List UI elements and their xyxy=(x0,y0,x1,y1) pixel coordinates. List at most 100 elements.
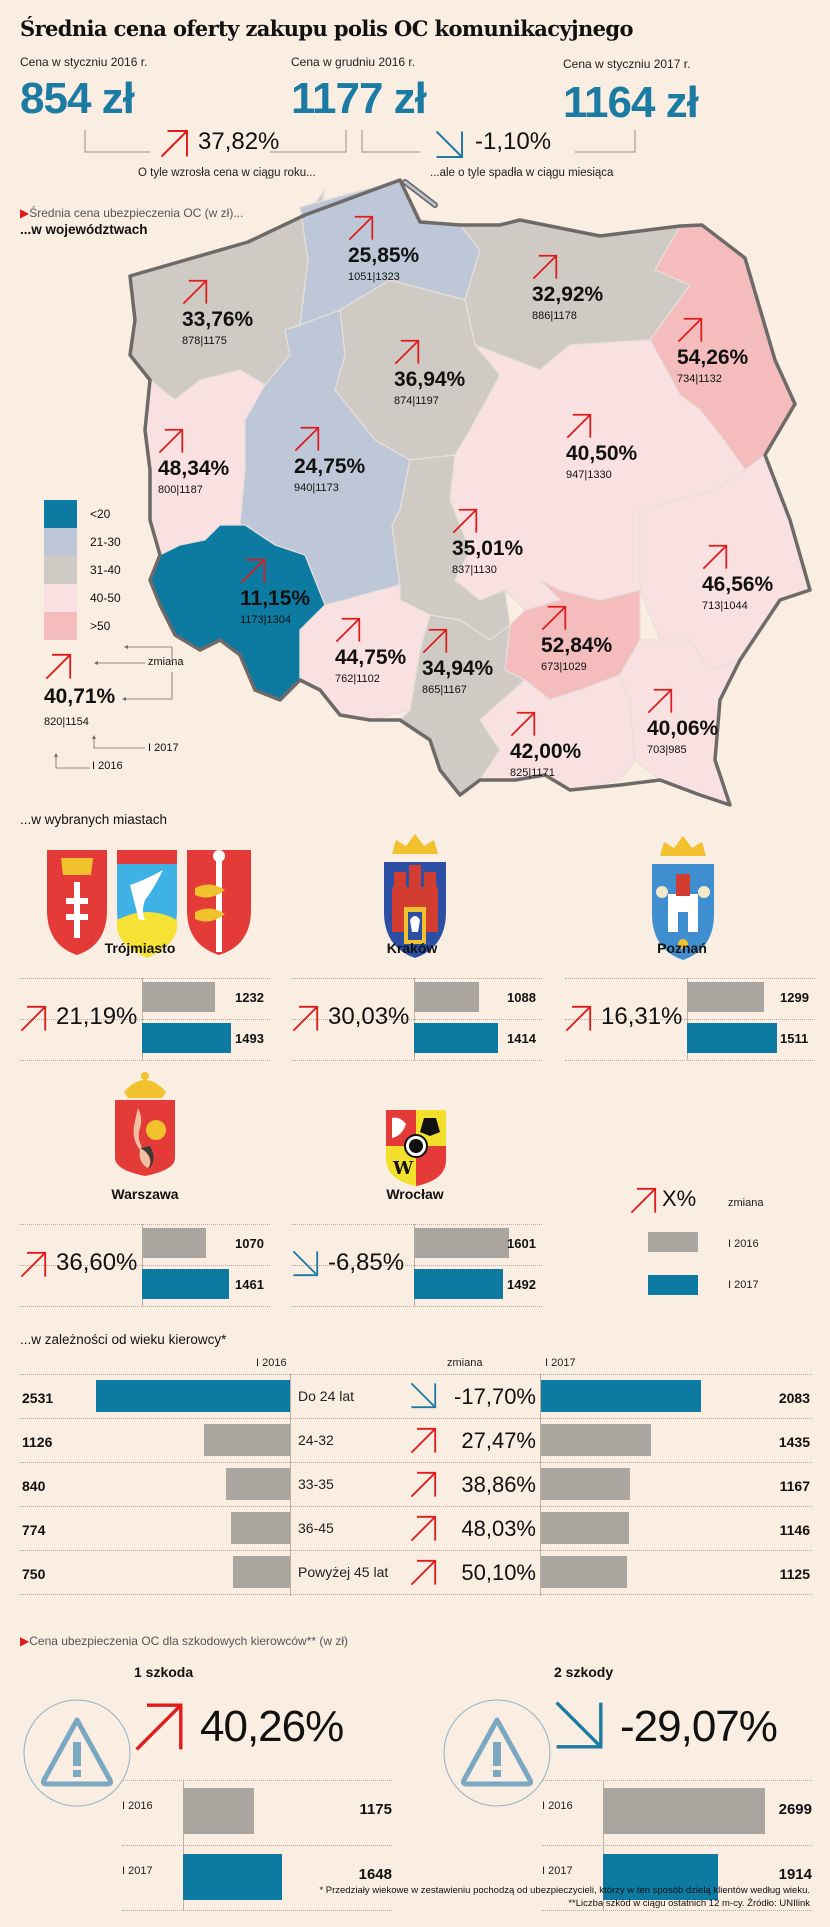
divider xyxy=(20,1265,270,1266)
map-subtitle-text: Średnia cena ubezpieczenia OC (w zł)... xyxy=(29,206,244,220)
bar-2016 xyxy=(183,1788,254,1834)
map-heading: ...w województwach xyxy=(20,222,148,237)
region-arrow-up-icon xyxy=(452,507,479,534)
age-bar-2016 xyxy=(231,1512,290,1544)
region-pct: 40,06% xyxy=(647,717,719,740)
region-values: 1051|1323 xyxy=(348,271,400,283)
arrow-up-icon xyxy=(410,1426,438,1454)
label-2017: I 2017 xyxy=(542,1865,573,1877)
value-2017: 1511 xyxy=(780,1031,809,1046)
region-values: 800|1187 xyxy=(158,484,203,496)
price-jan-2017: 1164 zł xyxy=(563,78,699,127)
explainer-pct: 40,71% xyxy=(44,685,116,708)
city-change-pct: 30,03% xyxy=(328,1003,410,1030)
divider xyxy=(292,1019,542,1020)
age-value-2017: 1125 xyxy=(779,1566,810,1582)
bar-2016 xyxy=(603,1788,765,1834)
value-2016: 2699 xyxy=(778,1801,812,1818)
region-values: 940|1173 xyxy=(294,482,339,494)
arrow-up-icon xyxy=(20,1004,48,1032)
legend-swatch xyxy=(44,528,77,556)
age-bar-2017 xyxy=(541,1380,701,1412)
bar-2016 xyxy=(414,1228,509,1258)
age-value-2016: 1126 xyxy=(22,1434,53,1450)
region-arrow-up-icon xyxy=(532,253,559,280)
region-pct: 54,26% xyxy=(677,346,749,369)
label-2016: I 2016 xyxy=(542,1800,573,1812)
region-values: 713|1044 xyxy=(702,600,748,612)
divider xyxy=(20,1418,812,1419)
divider xyxy=(20,1374,812,1375)
legend-label: <20 xyxy=(90,507,111,521)
region-values: 874|1197 xyxy=(394,395,439,407)
bar-2017 xyxy=(183,1854,282,1900)
arrow-up-icon xyxy=(20,1250,48,1278)
arrow-down-icon xyxy=(554,1700,606,1752)
city-name: Trójmiasto xyxy=(104,940,176,956)
city-change-pct: 16,31% xyxy=(601,1003,683,1030)
region-arrow-up-icon xyxy=(510,710,537,737)
age-group-label: 36-45 xyxy=(298,1520,334,1536)
city-change-pct: 21,19% xyxy=(56,1003,138,1030)
price-label-jan-2016: Cena w styczniu 2016 r. xyxy=(20,55,148,69)
age-value-2016: 2531 xyxy=(22,1390,54,1406)
region-pct: 40,50% xyxy=(566,442,638,465)
age-change-pct: -17,70% xyxy=(454,1384,536,1409)
region-values: 762|1102 xyxy=(335,673,380,685)
region-pct: 34,94% xyxy=(422,657,494,680)
price-dec-2016: 1177 zł xyxy=(291,74,427,123)
arrow-up-icon xyxy=(410,1470,438,1498)
age-change-pct: 48,03% xyxy=(461,1516,536,1541)
region-values: 865|1167 xyxy=(422,684,467,696)
bar-axis xyxy=(687,978,688,1060)
region-pct: 48,34% xyxy=(158,457,230,480)
arrow-down-icon xyxy=(410,1382,438,1410)
region-arrow-up-icon xyxy=(158,427,185,454)
damage-change-pct: 40,26% xyxy=(200,1702,344,1751)
legend-swatch xyxy=(44,612,77,640)
age-value-2017: 1146 xyxy=(779,1522,810,1538)
bar-axis xyxy=(142,978,143,1060)
arrow-down-icon xyxy=(292,1250,320,1278)
legend-label: >50 xyxy=(90,619,111,633)
bar-2016 xyxy=(142,982,215,1012)
value-2016: 1299 xyxy=(780,990,809,1005)
age-group-label: 24-32 xyxy=(298,1432,334,1448)
age-change-pct: 50,10% xyxy=(461,1560,536,1585)
divider xyxy=(292,1306,542,1307)
region-arrow-up-icon xyxy=(566,412,593,439)
divider xyxy=(20,1506,812,1507)
bar-axis xyxy=(142,1224,143,1306)
bar-axis xyxy=(183,1780,184,1910)
divider xyxy=(565,1019,815,1020)
footer-note-2: **Liczba szkód w ciągu ostatnich 12 m-cy… xyxy=(568,1898,810,1909)
divider xyxy=(20,1462,812,1463)
region-values: 837|1130 xyxy=(452,564,497,576)
value-2017: 1648 xyxy=(358,1866,392,1883)
region-values: 673|1029 xyxy=(541,661,587,673)
divider xyxy=(20,1060,270,1061)
legend-change-label: zmiana xyxy=(728,1197,764,1209)
warning-icon xyxy=(23,1699,131,1807)
region-arrow-up-icon xyxy=(394,338,421,365)
city-change-pct: -6,85% xyxy=(328,1249,405,1276)
region-pct: 32,92% xyxy=(532,283,604,306)
legend-swatch xyxy=(44,584,77,612)
age-col-2016: I 2016 xyxy=(256,1357,287,1369)
region-pct: 25,85% xyxy=(348,244,420,267)
bar-2017 xyxy=(687,1023,777,1053)
arrow-up-icon xyxy=(410,1558,438,1586)
arrow-up-icon xyxy=(410,1514,438,1542)
region-pct: 42,00% xyxy=(510,740,582,763)
city-name: Poznań xyxy=(657,940,707,956)
value-2016: 1175 xyxy=(359,1801,392,1818)
poznan-coat-of-arms-icon xyxy=(652,836,714,960)
value-2017: 1414 xyxy=(507,1031,536,1046)
bar-2017 xyxy=(142,1023,231,1053)
age-bar-2017 xyxy=(541,1556,627,1588)
age-change-pct: 27,47% xyxy=(461,1428,536,1453)
age-value-2016: 774 xyxy=(22,1522,46,1538)
age-bar-2016 xyxy=(204,1424,290,1456)
price-label-jan-2017: Cena w styczniu 2017 r. xyxy=(563,57,691,71)
divider xyxy=(542,1845,812,1846)
